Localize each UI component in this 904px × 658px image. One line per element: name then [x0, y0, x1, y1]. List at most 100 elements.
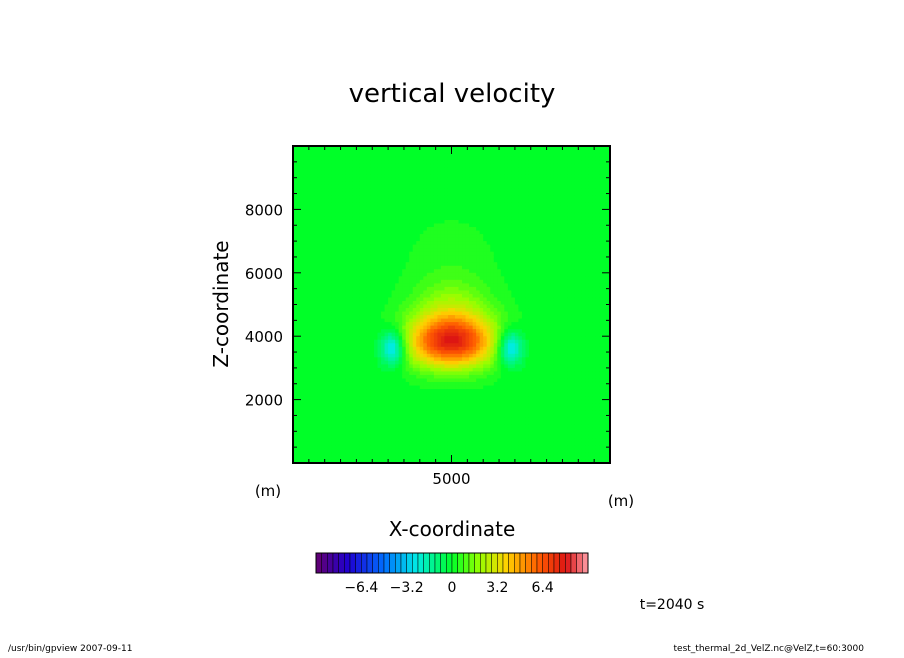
heatmap-cell [317, 212, 322, 218]
heatmap-cell [324, 413, 329, 418]
heatmap-cell [321, 216, 326, 221]
heatmap-cell [462, 191, 467, 196]
heatmap-cell [342, 234, 347, 239]
heatmap-cell [451, 455, 456, 461]
heatmap-cell [381, 399, 386, 404]
heatmap-cell [440, 304, 446, 309]
heatmap-cell [437, 283, 442, 288]
heatmap-cell [356, 360, 361, 365]
heatmap-cell [300, 241, 305, 246]
heatmap-cell [444, 174, 449, 179]
heatmap-cell [398, 283, 403, 288]
heatmap-cell [310, 181, 315, 186]
heatmap-cell [444, 177, 449, 182]
heatmap-cell [349, 167, 354, 172]
heatmap-cell [338, 167, 343, 172]
heatmap-cell [321, 406, 326, 411]
heatmap-cell [433, 251, 439, 256]
heatmap-cell [469, 399, 474, 404]
heatmap-cell [455, 212, 460, 218]
heatmap-cell [440, 276, 446, 281]
heatmap-cell [321, 198, 326, 203]
heatmap-cell [303, 272, 308, 277]
heatmap-cell [384, 315, 389, 320]
heatmap-cell [426, 364, 431, 369]
heatmap-cell [381, 265, 386, 270]
heatmap-cell [402, 293, 407, 299]
heatmap-cell [433, 406, 439, 411]
heatmap-cell [462, 343, 467, 348]
heatmap-cell [338, 156, 343, 161]
heatmap-cell [405, 343, 410, 348]
heatmap-cell [384, 389, 389, 394]
heatmap-cell [324, 297, 329, 302]
heatmap-cell [405, 230, 410, 235]
heatmap-cell [444, 378, 449, 383]
heatmap-cell [366, 181, 372, 186]
heatmap-cell [338, 336, 343, 341]
heatmap-cell [440, 212, 446, 218]
heatmap-cell [409, 385, 414, 390]
heatmap-cell [398, 230, 403, 235]
heatmap-cell [388, 311, 393, 316]
heatmap-cell [465, 364, 470, 369]
heatmap-cell [451, 258, 456, 263]
heatmap-cell [433, 184, 439, 189]
heatmap-cell [377, 300, 382, 306]
heatmap-cell [455, 177, 460, 182]
heatmap-cell [331, 149, 336, 154]
heatmap-cell [398, 389, 403, 394]
heatmap-cell [440, 385, 446, 390]
heatmap-cell [388, 167, 393, 172]
heatmap-cell [444, 255, 449, 260]
heatmap-cell [451, 459, 456, 464]
heatmap-cell [359, 410, 365, 415]
heatmap-cell [381, 427, 386, 432]
heatmap-cell [307, 202, 312, 207]
heatmap-cell [465, 269, 470, 274]
heatmap-cell [465, 170, 470, 175]
heatmap-cell [338, 392, 343, 397]
heatmap-cell [366, 452, 372, 457]
heatmap-cell [324, 350, 329, 355]
heatmap-cell [430, 177, 435, 182]
heatmap-cell [359, 283, 365, 288]
heatmap-cell [451, 353, 456, 358]
heatmap-cell [483, 420, 488, 425]
heatmap-cell [349, 212, 354, 218]
heatmap-cell [314, 265, 319, 270]
heatmap-cell [451, 371, 456, 376]
heatmap-cell [300, 167, 305, 172]
heatmap-cell [409, 367, 414, 373]
heatmap-cell [356, 219, 361, 225]
heatmap-cell [412, 413, 417, 418]
heatmap-cell [356, 244, 361, 249]
heatmap-cell [345, 202, 350, 207]
heatmap-cell [321, 332, 326, 337]
heatmap-cell [419, 413, 424, 418]
heatmap-cell [426, 195, 431, 200]
heatmap-cell [395, 308, 400, 313]
heatmap-cell [356, 146, 361, 151]
heatmap-cell [307, 223, 312, 228]
heatmap-cell [300, 459, 305, 464]
heatmap-cell [349, 346, 354, 351]
heatmap-cell [458, 300, 463, 306]
heatmap-cell [345, 191, 350, 196]
heatmap-cell [416, 304, 421, 309]
heatmap-cell [317, 410, 322, 415]
heatmap-cell [328, 293, 333, 299]
heatmap-cell [381, 195, 386, 200]
heatmap-cell [405, 223, 410, 228]
heatmap-cell [440, 202, 446, 207]
heatmap-cell [462, 146, 467, 151]
heatmap-cell [402, 448, 407, 454]
heatmap-cell [447, 364, 453, 369]
heatmap-cell [310, 265, 315, 270]
heatmap-cell [314, 262, 319, 267]
heatmap-cell [465, 241, 470, 246]
heatmap-cell [472, 329, 477, 334]
heatmap-cell [388, 308, 393, 313]
heatmap-cell [405, 318, 410, 323]
heatmap-cell [416, 170, 421, 175]
